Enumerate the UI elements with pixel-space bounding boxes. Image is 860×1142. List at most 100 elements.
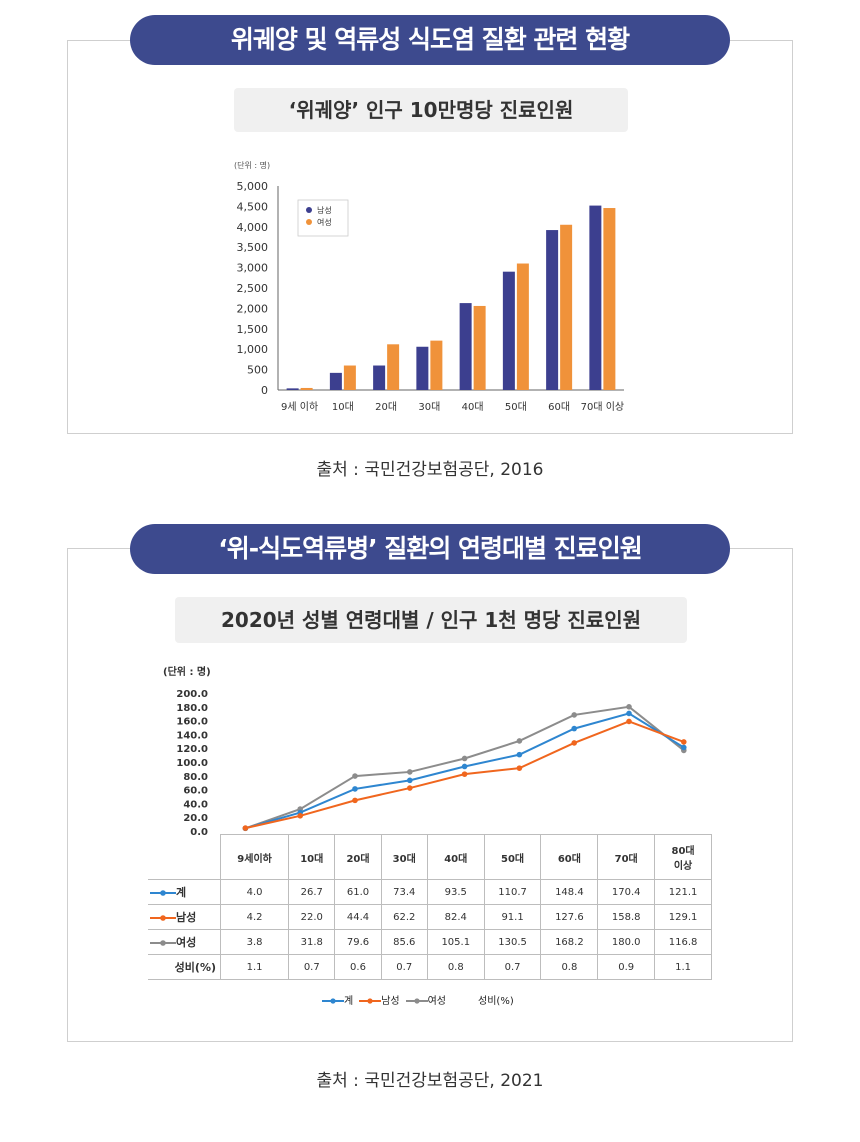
legend-label: 남성: [381, 996, 400, 1007]
series-line-total: [245, 712, 685, 830]
bar-male: [589, 205, 602, 390]
table-cell: 26.7: [288, 879, 336, 905]
x-tick-label: 60대: [548, 401, 570, 413]
legend-label: 여성: [427, 996, 447, 1007]
point-male: [516, 765, 523, 771]
point-male: [352, 797, 358, 804]
point-total: [681, 744, 687, 751]
line-chart-legend: 계 남성 여성 성비(%): [322, 992, 520, 1007]
x-tick-label: 9세이하: [219, 834, 290, 880]
point-female: [407, 769, 413, 775]
point-male: [242, 825, 249, 831]
bar-male: [286, 388, 299, 390]
table-cell: 93.5: [426, 879, 485, 905]
row-legend-marker: [150, 890, 176, 896]
source-2021: 출처 : 국민건강보험공단, 2021: [316, 1071, 544, 1091]
point-total: [626, 710, 632, 717]
y-tick-label: 0.0: [190, 827, 208, 838]
table-cell: 129.1: [654, 904, 712, 930]
y-tick-label: 1,000: [237, 343, 269, 356]
y-tick-label: 80.0: [183, 772, 208, 783]
row-legend-marker: [150, 940, 176, 946]
y-tick-label: 4,000: [237, 221, 269, 234]
y-tick-label: 180.0: [176, 703, 208, 714]
point-female: [626, 704, 632, 710]
y-tick-label: 120.0: [176, 744, 208, 755]
point-male: [626, 718, 632, 725]
table-cell: 105.1: [426, 929, 485, 955]
bar-chart: (단위 : 명) 5,000 4,500 4,000 3,500 3,000 2,500 2,…: [234, 160, 625, 413]
y-tick-label: 3,000: [237, 262, 269, 275]
point-male: [461, 771, 468, 777]
table-cell: 148.4: [540, 879, 599, 905]
x-tick-label: 80대 이상: [654, 834, 712, 880]
x-tick-label: 30대: [418, 401, 440, 413]
point-total: [516, 751, 523, 758]
bar-female: [603, 208, 616, 390]
row-label-ratio: 성비(%): [148, 954, 221, 980]
x-tick-label: 60대: [540, 834, 599, 880]
point-female: [571, 712, 577, 718]
section1-title: 위궤양 및 역류성 식도염 질환 관련 현황: [130, 15, 730, 65]
y-tick-label: 2,000: [237, 302, 269, 315]
x-tick-label: 70대: [597, 834, 656, 880]
table-cell: 4.2: [219, 904, 290, 930]
x-tick-label: 10대: [288, 834, 336, 880]
legend-box: [297, 199, 349, 237]
bar-male: [459, 303, 472, 390]
point-total: [461, 763, 468, 770]
table-cell: 4.0: [219, 879, 290, 905]
bar-female: [560, 224, 573, 390]
y-tick-label: 2,500: [237, 282, 269, 295]
table-cell: 61.0: [334, 879, 382, 905]
bar-male: [373, 365, 386, 390]
table-cell: 127.6: [540, 904, 599, 930]
line-chart: (단위 : 명) 200.0 180.0 160.0 140.0 120.0 100.0 80…: [163, 665, 687, 838]
table-cell: 0.6: [334, 954, 382, 980]
x-tick-label: 70대 이상: [581, 401, 625, 413]
legend-marker: [322, 998, 344, 1004]
table-row: 성비(%) 1.1 0.7 0.6 0.7 0.8 0.7 0.8 0.9 1.1: [148, 954, 712, 980]
y-tick-label: 140.0: [176, 730, 208, 741]
point-male: [681, 739, 687, 745]
table-corner: [148, 834, 221, 880]
y-tick-label: 40.0: [183, 799, 208, 810]
bar-male: [546, 230, 559, 390]
bar-chart-subtitle: ‘위궤양’ 인구 10만명당 진료인원: [234, 88, 628, 132]
y-tick-label: 20.0: [183, 813, 208, 824]
table-cell: 0.7: [380, 954, 428, 980]
point-total: [571, 725, 577, 732]
legend-item: 성비(%): [478, 996, 514, 1007]
legend-marker: [306, 219, 312, 225]
bar-male: [416, 346, 429, 390]
table-cell: 0.7: [483, 954, 542, 980]
row-legend-marker: [150, 915, 176, 921]
y-tick-label: 500: [247, 364, 268, 377]
table-cell: 91.1: [483, 904, 542, 930]
table-cell: 31.8: [288, 929, 336, 955]
bar-female: [430, 340, 443, 390]
table-cell: 85.6: [380, 929, 428, 955]
x-tick-label: 50대: [483, 834, 542, 880]
bar-female: [473, 305, 486, 390]
legend-marker: [359, 998, 382, 1004]
point-female: [516, 738, 523, 744]
table-cell: 158.8: [597, 904, 656, 930]
legend-label: 남성: [317, 206, 332, 215]
x-tick-label: 30대: [380, 834, 428, 880]
bar-female: [516, 263, 529, 390]
x-tick-label: 20대: [334, 834, 382, 880]
y-tick-label: 4,500: [237, 200, 269, 213]
legend-marker: [306, 207, 312, 213]
unit-label: (단위 : 명): [234, 160, 270, 170]
table-cell: 73.4: [380, 879, 428, 905]
table-cell: 1.1: [219, 954, 290, 980]
table-row: 남성 4.2 22.0 44.4 62.2 82.4 91.1 127.6 158.8 129.1: [148, 904, 712, 930]
legend-item: 계: [322, 996, 353, 1007]
bar-female: [300, 387, 313, 390]
legend-label: 여성: [317, 217, 332, 227]
bar-male: [329, 372, 342, 390]
legend-marker: [405, 998, 428, 1004]
table-cell: 62.2: [380, 904, 428, 930]
y-tick-label: 160.0: [176, 717, 208, 728]
